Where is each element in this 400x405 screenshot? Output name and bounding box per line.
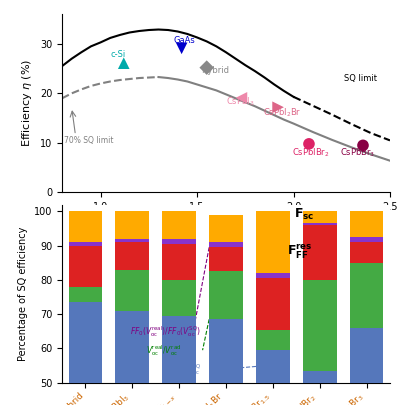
Text: SQ limit: SQ limit: [344, 74, 377, 83]
Text: $FF_0(V_\mathrm{oc}^\mathrm{real})/FF_0(V_\mathrm{oc}^\mathrm{SQ})$: $FF_0(V_\mathrm{oc}^\mathrm{real})/FF_0(…: [130, 324, 201, 339]
Bar: [256, 330, 290, 350]
Bar: [116, 270, 149, 311]
Bar: [209, 271, 243, 319]
Bar: [116, 239, 149, 242]
Bar: [116, 311, 149, 383]
Bar: [350, 263, 384, 328]
Bar: [303, 371, 336, 383]
Text: $\mathbf{F}_\mathbf{sc}$: $\mathbf{F}_\mathbf{sc}$: [294, 207, 314, 222]
Bar: [162, 239, 196, 244]
Text: $\mathbf{F}_\mathbf{FF}^\mathbf{res}$: $\mathbf{F}_\mathbf{FF}^\mathbf{res}$: [287, 242, 313, 260]
Bar: [162, 211, 196, 239]
Bar: [303, 211, 336, 224]
X-axis label: Bandgap $E_\mathrm{g}$ (eV): Bandgap $E_\mathrm{g}$ (eV): [180, 217, 272, 234]
Bar: [350, 211, 384, 237]
Bar: [256, 211, 290, 273]
Bar: [303, 280, 336, 371]
Y-axis label: Efficiency $\eta$ (%): Efficiency $\eta$ (%): [20, 59, 34, 147]
Bar: [68, 287, 102, 302]
Point: [238, 95, 245, 101]
Bar: [68, 211, 102, 242]
Text: $V_\mathrm{oc}^\mathrm{rad}/\mathcal{V}_\mathrm{oc}^\mathrm{SQ}$: $V_\mathrm{oc}^\mathrm{rad}/\mathcal{V}_…: [170, 362, 202, 377]
Bar: [116, 242, 149, 270]
Bar: [256, 278, 290, 330]
Bar: [350, 242, 384, 263]
Bar: [116, 211, 149, 239]
Point: [275, 104, 281, 111]
Point: [204, 64, 210, 71]
Text: CsPbBr$_3$: CsPbBr$_3$: [340, 146, 375, 159]
Bar: [350, 328, 384, 383]
Text: c-Si: c-Si: [110, 50, 126, 59]
Point: [178, 45, 185, 51]
Point: [306, 141, 312, 147]
Text: CsPbI$_3$: CsPbI$_3$: [226, 95, 254, 108]
Bar: [209, 242, 243, 247]
Bar: [209, 247, 243, 271]
Bar: [209, 215, 243, 242]
Point: [360, 142, 366, 149]
Text: GaAs: GaAs: [174, 36, 196, 45]
Bar: [256, 273, 290, 278]
Bar: [68, 302, 102, 383]
Text: CsPbI$_2$Br: CsPbI$_2$Br: [263, 107, 301, 119]
Bar: [209, 319, 243, 383]
Bar: [68, 242, 102, 246]
Bar: [162, 280, 196, 316]
Bar: [256, 350, 290, 383]
Bar: [68, 246, 102, 287]
Bar: [162, 244, 196, 280]
Bar: [350, 237, 384, 242]
Text: 70% SQ limit: 70% SQ limit: [64, 136, 114, 145]
Bar: [303, 225, 336, 280]
Text: $V_\mathrm{oc}^\mathrm{real}/V_\mathrm{oc}^\mathrm{rad}$: $V_\mathrm{oc}^\mathrm{real}/V_\mathrm{o…: [146, 343, 182, 358]
Y-axis label: Percentage of SQ efficiency: Percentage of SQ efficiency: [18, 226, 28, 361]
Text: Hybrid: Hybrid: [201, 66, 229, 75]
Bar: [303, 224, 336, 225]
Point: [120, 60, 127, 66]
Bar: [162, 316, 196, 383]
Text: CsPbIBr$_2$: CsPbIBr$_2$: [292, 146, 329, 159]
